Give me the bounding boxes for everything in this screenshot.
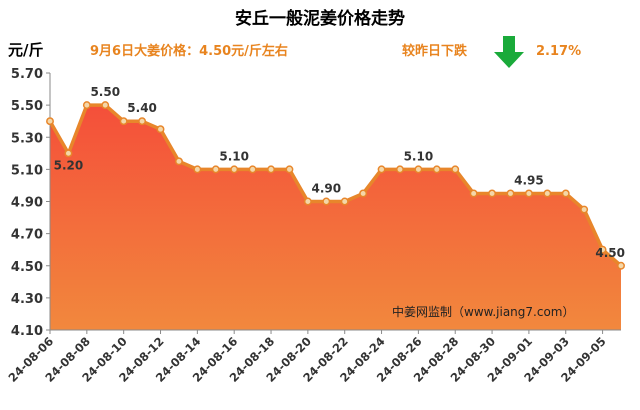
data-point — [469, 189, 478, 198]
y-tick-label: 4.90 — [11, 196, 43, 211]
data-point — [303, 197, 312, 206]
data-point — [285, 165, 294, 174]
y-tick-label: 5.10 — [11, 163, 43, 178]
y-tick-label: 4.30 — [11, 292, 43, 307]
data-point — [396, 165, 404, 174]
data-point — [82, 101, 91, 110]
change-label: 较昨日下跌 — [402, 43, 468, 59]
down-arrow-icon — [494, 36, 524, 68]
price-area — [50, 105, 621, 330]
data-point — [211, 165, 220, 174]
data-point — [617, 261, 625, 270]
data-point — [414, 165, 423, 174]
data-point — [101, 101, 110, 110]
data-label: 4.95 — [514, 173, 544, 187]
chart-title: 安丘一般泥姜价格走势 — [235, 8, 405, 29]
data-label: 5.20 — [54, 158, 84, 172]
y-tick-label: 4.10 — [11, 324, 43, 339]
y-tick-label: 4.50 — [11, 260, 43, 275]
data-label: 5.10 — [404, 149, 434, 163]
data-point — [561, 189, 570, 198]
y-tick-label: 5.50 — [11, 99, 43, 114]
data-label: 5.50 — [90, 85, 120, 99]
y-tick-label: 5.70 — [11, 67, 43, 82]
data-point — [46, 117, 54, 126]
data-label: 5.10 — [219, 149, 249, 163]
data-point — [580, 205, 589, 214]
data-label: 4.50 — [595, 246, 625, 260]
data-point — [193, 165, 202, 174]
source-credit: 中姜网监制（www.jiang7.com） — [392, 304, 574, 319]
data-point — [230, 165, 239, 174]
data-point — [524, 189, 533, 198]
price-note: 9月6日大姜价格：4.50元/斤左右 — [90, 43, 288, 59]
data-point — [359, 189, 368, 198]
data-point — [64, 149, 73, 158]
y-tick-label: 5.30 — [11, 131, 43, 146]
data-point — [119, 117, 128, 126]
data-point — [138, 117, 147, 126]
data-label: 5.40 — [127, 101, 157, 115]
data-point — [451, 165, 460, 174]
data-point — [488, 189, 497, 198]
data-point — [506, 189, 515, 198]
data-point — [543, 189, 552, 198]
data-point — [432, 165, 441, 174]
data-point — [174, 157, 183, 166]
data-point — [598, 245, 607, 254]
data-point — [156, 125, 165, 134]
plot-area: 5.705.505.305.104.904.704.504.304.1024-0… — [6, 67, 625, 385]
y-tick-label: 4.70 — [11, 228, 43, 243]
data-point — [267, 165, 275, 174]
data-point — [340, 197, 349, 206]
data-point — [377, 165, 386, 174]
change-value: 2.17% — [536, 44, 581, 59]
data-point — [322, 197, 331, 206]
data-label: 4.90 — [311, 182, 341, 196]
unit-label: 元/斤 — [8, 41, 43, 59]
data-point — [248, 165, 257, 174]
